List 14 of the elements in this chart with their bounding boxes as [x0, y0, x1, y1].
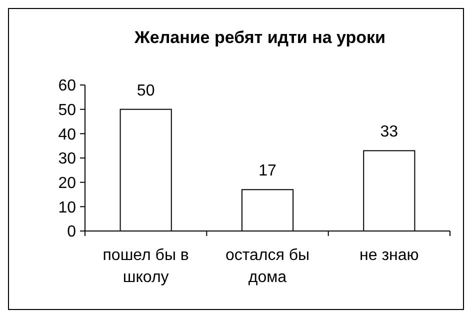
- x-tick-label: не знаю: [360, 247, 419, 264]
- data-label: 33: [380, 124, 398, 141]
- data-label: 50: [136, 82, 155, 100]
- y-tick-label: 60: [58, 78, 76, 95]
- y-tick-label: 30: [58, 150, 76, 168]
- y-tick-label: 20: [58, 174, 76, 192]
- data-label: 17: [258, 162, 276, 180]
- chart-title: Желание ребят идти на уроки: [134, 28, 386, 47]
- y-tick-label: 50: [58, 102, 76, 119]
- y-tick-label: 0: [67, 224, 76, 241]
- y-tick-label: 10: [58, 199, 76, 216]
- x-tick-label: остался бы дома: [225, 247, 310, 286]
- y-tick-label: 40: [58, 126, 76, 144]
- x-tick-label: пошел бы в школу: [102, 247, 189, 286]
